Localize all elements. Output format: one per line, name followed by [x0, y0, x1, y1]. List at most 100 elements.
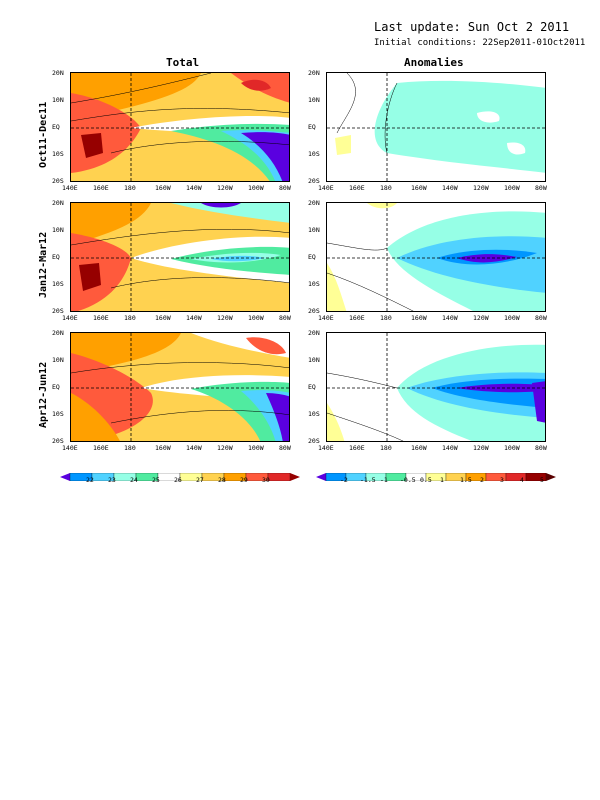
row-label-3: Apr12-Jun12	[38, 361, 49, 428]
lat-tick-label: 10N	[308, 226, 320, 234]
lat-tick-label: 20N	[52, 199, 64, 207]
lat-tick-label: 20S	[52, 177, 64, 185]
lon-tick-label: 140E	[318, 444, 334, 452]
lat-tick-label: 20S	[52, 307, 64, 315]
lon-tick-label: 180	[124, 444, 136, 452]
lon-tick-label: 140W	[186, 314, 202, 322]
lon-tick-label: 120W	[217, 314, 233, 322]
map-total-row2	[70, 202, 290, 312]
lon-tick-label: 80W	[279, 184, 291, 192]
lat-tick-label: 10N	[52, 226, 64, 234]
lon-tick-label: 140W	[186, 184, 202, 192]
anomalies-colorbar-svg	[316, 472, 556, 482]
colorbar-label: 29	[240, 476, 248, 484]
lon-tick-label: 180	[124, 184, 136, 192]
lon-tick-label: 160E	[93, 444, 109, 452]
lat-tick-label: 10S	[308, 410, 320, 418]
lon-tick-label: 120W	[473, 314, 489, 322]
map-anomalies-row3	[326, 332, 546, 442]
colorbar-arrow-right	[290, 473, 300, 481]
colorbar-label: 25	[152, 476, 160, 484]
colorbar-label: 22	[86, 476, 94, 484]
colorbar-label: -1.5	[360, 476, 376, 484]
colorbar-label: 1	[440, 476, 444, 484]
colorbar-total: 22 23 24 25 26 27 28 29 30	[60, 466, 300, 484]
colorbar-label: 5	[540, 476, 544, 484]
lat-tick-label: 20N	[308, 69, 320, 77]
lat-tick-label: 10N	[308, 96, 320, 104]
lat-tick-label: 10S	[52, 280, 64, 288]
lat-tick-label: 10N	[52, 356, 64, 364]
lat-tick-label: 10S	[52, 410, 64, 418]
lon-tick-label: 100W	[248, 184, 264, 192]
total-colorbar-svg	[60, 472, 300, 482]
colorbar-label: 3	[500, 476, 504, 484]
lon-tick-label: 160W	[411, 314, 427, 322]
row-label-1: Oct11-Dec11	[38, 101, 49, 168]
lon-tick-label: 100W	[248, 314, 264, 322]
lat-tick-label: 20N	[308, 329, 320, 337]
lon-tick-label: 180	[380, 314, 392, 322]
lat-tick-label: EQ	[52, 383, 60, 391]
lon-tick-label: 100W	[504, 184, 520, 192]
colorbar-label: 1.5	[460, 476, 472, 484]
lon-tick-label: 140W	[442, 184, 458, 192]
lat-tick-label: 20S	[308, 437, 320, 445]
initial-conditions-text: Initial conditions: 22Sep2011-01Oct2011	[374, 38, 586, 48]
lat-tick-label: EQ	[52, 253, 60, 261]
column-title-total: Total	[166, 56, 200, 69]
lon-tick-label: 140E	[62, 314, 78, 322]
lon-tick-label: 140E	[318, 184, 334, 192]
lon-tick-label: 140E	[62, 444, 78, 452]
lat-tick-label: 10S	[308, 280, 320, 288]
row-label-2: Jan12-Mar12	[38, 231, 49, 298]
lon-tick-label: 100W	[504, 444, 520, 452]
lat-tick-label: 10S	[308, 150, 320, 158]
lon-tick-label: 160W	[411, 184, 427, 192]
colorbar-label: 4	[520, 476, 524, 484]
lon-tick-label: 160E	[349, 314, 365, 322]
colorbar-label: 27	[196, 476, 204, 484]
lon-tick-label: 120W	[473, 184, 489, 192]
colorbar-arrow-left	[60, 473, 70, 481]
lon-tick-label: 160W	[155, 184, 171, 192]
lon-tick-label: 160E	[93, 314, 109, 322]
lon-tick-label: 80W	[279, 444, 291, 452]
lon-tick-label: 140W	[186, 444, 202, 452]
map-anomalies-row2	[326, 202, 546, 312]
colorbar-label: 30	[262, 476, 270, 484]
lat-tick-label: 20N	[52, 329, 64, 337]
lat-tick-label: 10N	[308, 356, 320, 364]
colorbar-label: -1	[380, 476, 388, 484]
lon-tick-label: 160E	[349, 444, 365, 452]
lon-tick-label: 180	[124, 314, 136, 322]
colorbar-label: -0.5	[400, 476, 416, 484]
lon-tick-label: 80W	[535, 184, 547, 192]
lon-tick-label: 160E	[349, 184, 365, 192]
column-title-anomalies: Anomalies	[404, 56, 464, 69]
lon-tick-label: 80W	[535, 444, 547, 452]
lon-tick-label: 180	[380, 184, 392, 192]
lon-tick-label: 160W	[411, 444, 427, 452]
map-anomalies-row1	[326, 72, 546, 182]
colorbar-label: 28	[218, 476, 226, 484]
colorbar-anomalies: -2 -1.5 -1 -0.5 0.5 1 1.5 2 3 4 5	[316, 466, 556, 484]
lon-tick-label: 180	[380, 444, 392, 452]
colorbar-label: 23	[108, 476, 116, 484]
lat-tick-label: 20N	[52, 69, 64, 77]
lat-tick-label: 20S	[52, 437, 64, 445]
colorbar-arrow-left	[316, 473, 326, 481]
last-update-text: Last update: Sun Oct 2 2011	[374, 20, 570, 34]
lon-tick-label: 160W	[155, 314, 171, 322]
lon-tick-label: 100W	[504, 314, 520, 322]
lon-tick-label: 140W	[442, 444, 458, 452]
lon-tick-label: 140E	[62, 184, 78, 192]
colorbar-label: -2	[340, 476, 348, 484]
colorbar-swatch	[267, 472, 291, 482]
lon-tick-label: 80W	[279, 314, 291, 322]
lat-tick-label: 10S	[52, 150, 64, 158]
map-total-row3	[70, 332, 290, 442]
colorbar-label: 2	[480, 476, 484, 484]
lat-tick-label: EQ	[308, 253, 316, 261]
lat-tick-label: 10N	[52, 96, 64, 104]
